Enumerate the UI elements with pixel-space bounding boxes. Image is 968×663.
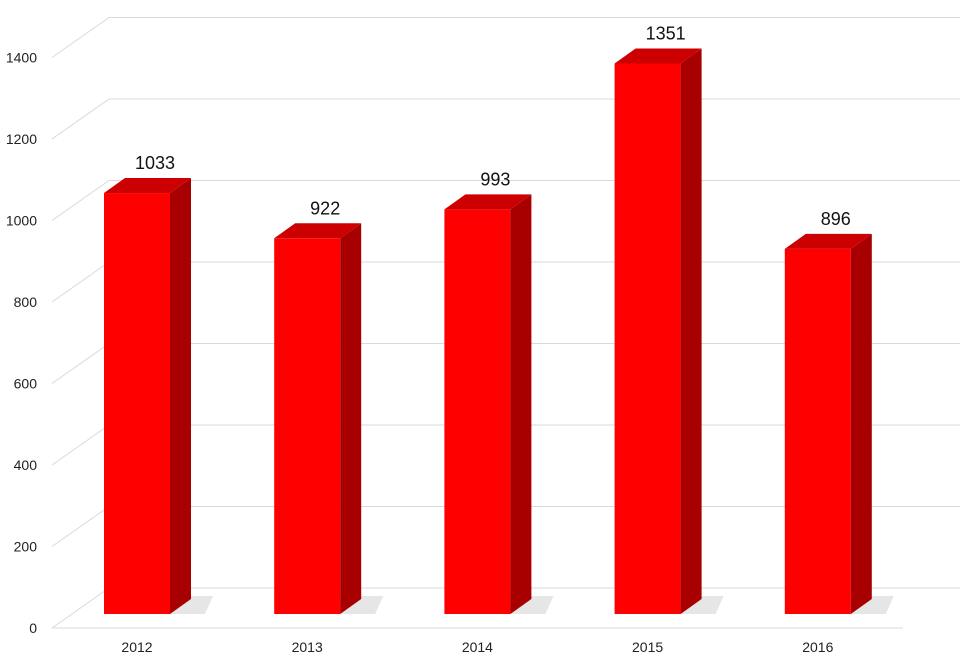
gridline-diagonal xyxy=(51,17,110,58)
y-tick-label: 1000 xyxy=(6,213,37,229)
data-labels: 1033 922 993 1351 896 xyxy=(135,23,851,228)
bar-front xyxy=(104,193,170,615)
data-label: 1033 xyxy=(135,153,175,173)
bar-top xyxy=(614,48,702,64)
x-tick-label: 2012 xyxy=(121,639,152,655)
bar xyxy=(784,233,872,614)
data-label: 993 xyxy=(480,169,510,189)
bar xyxy=(104,178,191,615)
y-tick-label: 1400 xyxy=(6,50,37,66)
bar-side xyxy=(340,223,362,614)
gridline-diagonal xyxy=(51,587,110,629)
gridline-diagonal xyxy=(51,180,110,221)
data-label: 896 xyxy=(821,209,851,229)
bar-side xyxy=(850,233,872,614)
y-tick-label: 600 xyxy=(14,376,38,392)
bar xyxy=(614,48,702,614)
y-tick-label: 200 xyxy=(14,539,38,555)
bar xyxy=(274,223,362,614)
bars xyxy=(104,48,872,615)
bar xyxy=(444,194,532,615)
y-tick-label: 400 xyxy=(14,457,38,473)
x-tick-label: 2014 xyxy=(462,639,493,655)
x-tick-label: 2016 xyxy=(802,639,833,655)
y-tick-label: 0 xyxy=(29,620,37,636)
bar-side xyxy=(170,178,191,615)
gridline-diagonal xyxy=(51,506,110,547)
bar-front xyxy=(274,238,341,614)
gridline-diagonal xyxy=(51,261,110,303)
x-tick-label: 2015 xyxy=(632,639,663,655)
data-label: 1351 xyxy=(646,23,686,43)
x-tick-label: 2013 xyxy=(292,639,323,655)
gridline-diagonal xyxy=(51,343,110,384)
bar-side xyxy=(680,48,702,614)
bar-side xyxy=(510,194,532,615)
data-label: 922 xyxy=(310,198,340,218)
y-tick-label: 800 xyxy=(14,294,38,310)
bar-top xyxy=(104,178,191,194)
bar-top xyxy=(444,194,532,210)
bar-top xyxy=(784,233,872,249)
bar-front xyxy=(444,209,511,615)
x-axis-ticks: 2012 2013 2014 2015 2016 xyxy=(121,639,833,655)
gridline-diagonal xyxy=(51,98,110,140)
y-axis-ticks: 0 200 400 600 800 1000 1200 1400 xyxy=(6,50,37,637)
gridline-diagonal xyxy=(51,424,110,466)
bar-top xyxy=(274,223,362,239)
bar-front xyxy=(784,248,851,614)
y-tick-label: 1200 xyxy=(6,131,37,147)
bar-front xyxy=(614,63,681,614)
